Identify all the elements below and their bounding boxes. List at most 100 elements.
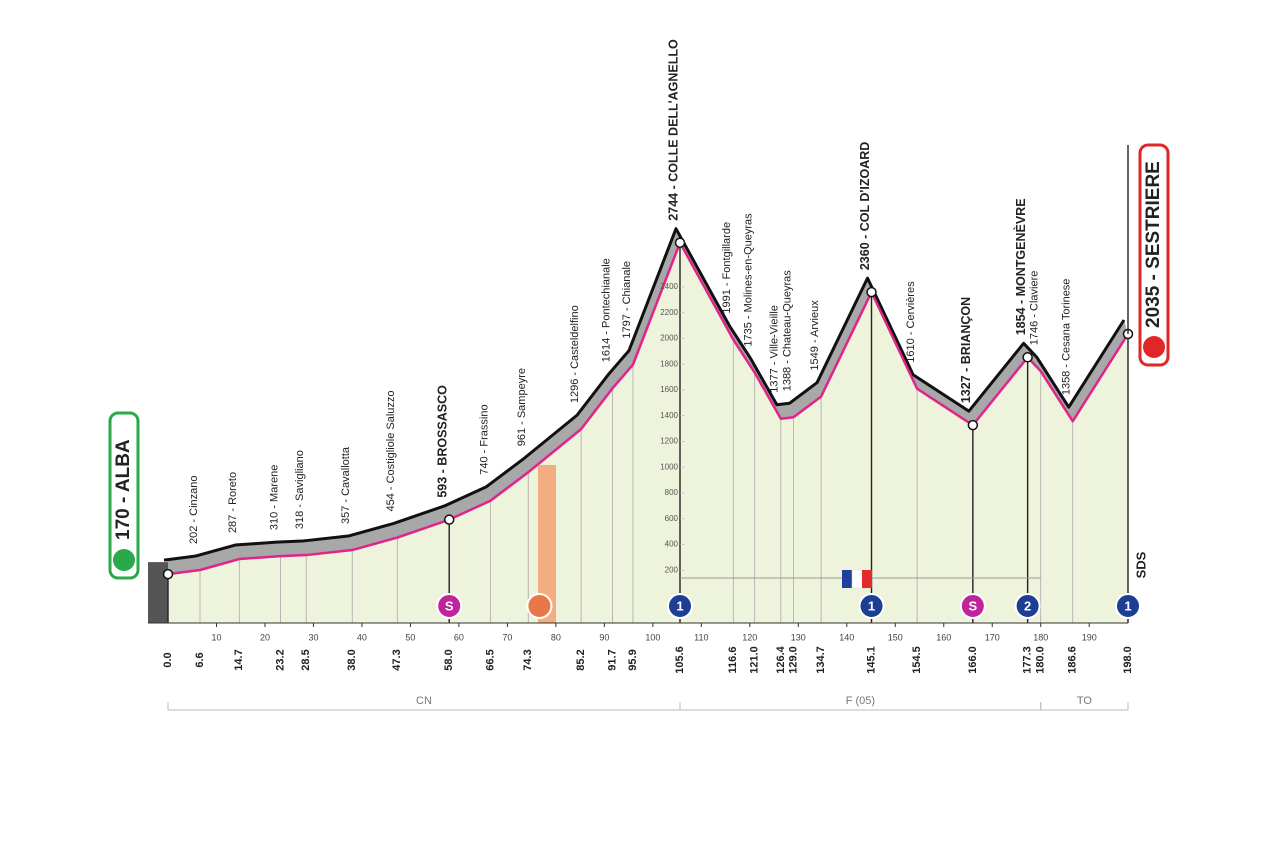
- waypoint-label: 1614 - Pontechianale: [601, 258, 613, 362]
- waypoint-marker: [967, 419, 979, 431]
- x-tick-label: 50: [405, 632, 415, 642]
- km-label: 186.6: [1067, 646, 1079, 674]
- waypoint-label: 1991 - Fontgillarde: [721, 222, 733, 314]
- x-tick-label: 110: [694, 632, 708, 642]
- waypoint-label: 1377 - Ville-Vieille: [769, 305, 781, 393]
- waypoint-label: 287 - Roreto: [227, 472, 239, 533]
- y-tick-label: 2400: [660, 282, 678, 291]
- badge-label: 1: [676, 598, 683, 613]
- waypoint-marker: [1022, 352, 1033, 363]
- km-label: 47.3: [391, 649, 403, 670]
- badge: [959, 593, 986, 619]
- y-tick-label: 1800: [660, 359, 678, 368]
- badge: [667, 593, 693, 619]
- waypoint-label: 1854 - MONTGENÈVRE: [1013, 198, 1028, 335]
- km-label: 116.6: [727, 647, 739, 674]
- x-tick-label: 180: [1033, 632, 1048, 642]
- km-label: 198.0: [1122, 646, 1134, 674]
- km-label: 177.3: [1022, 646, 1034, 674]
- km-label: 105.6: [674, 646, 686, 674]
- y-tick-label: 400: [665, 540, 679, 549]
- region-label: TO: [1077, 695, 1093, 707]
- waypoint-marker: [674, 237, 686, 248]
- profile-area: [168, 242, 1128, 623]
- profile-edge: [163, 227, 1126, 562]
- finish-label: 2035 - SESTRIERE: [1143, 161, 1164, 328]
- x-tick-label: 80: [551, 632, 561, 642]
- badge: [858, 593, 885, 619]
- km-label: 129.0: [787, 646, 799, 674]
- waypoint-label: 2744 - COLLE DELL'AGNELLO: [666, 39, 680, 221]
- waypoint-label: 1746 - Claviere: [1029, 271, 1041, 346]
- km-label: 166.0: [967, 646, 979, 674]
- flag-blue: [842, 570, 852, 588]
- waypoint-label: 1388 - Chateau-Queyras: [781, 270, 793, 392]
- waypoint-label: 740 - Frassino: [478, 404, 490, 474]
- badge-label: 1: [868, 598, 875, 613]
- waypoint-label: 1296 - Casteldelfino: [569, 305, 581, 403]
- x-tick-label: 100: [645, 632, 660, 642]
- waypoint-label: 2360 - COL D'IZOARD: [858, 142, 872, 270]
- x-tick-label: 120: [742, 632, 757, 642]
- waypoint-label: 1797 - Chianale: [621, 261, 633, 339]
- region-bracket: [1040, 702, 1129, 711]
- km-label: 74.3: [522, 649, 534, 670]
- km-label: 14.7: [233, 649, 245, 670]
- x-tick-label: 190: [1082, 632, 1097, 642]
- waypoint-marker: [162, 568, 174, 580]
- waypoint-label: 1610 - Cervières: [905, 281, 917, 363]
- km-label: 154.5: [911, 646, 923, 674]
- km-label: 28.5: [300, 649, 312, 670]
- waypoint-label: 1735 - Molines-en-Queyras: [743, 213, 755, 347]
- waypoint-label: 454 - Costigliole Saluzzo: [385, 390, 397, 511]
- x-tick-label: 10: [211, 632, 221, 642]
- start-icon: [113, 549, 135, 571]
- y-tick-label: 1400: [660, 411, 678, 420]
- km-label: 66.5: [484, 649, 496, 670]
- km-label: 126.4: [775, 645, 787, 673]
- km-label: 134.7: [815, 646, 827, 674]
- km-label: 121.0: [749, 646, 761, 674]
- km-label: 180.0: [1035, 646, 1047, 674]
- badge-label: 2: [1024, 598, 1031, 613]
- x-tick-label: 90: [599, 632, 609, 642]
- waypoint-label: 1549 - Arvieux: [809, 300, 821, 371]
- x-tick-label: 40: [357, 632, 367, 642]
- y-tick-label: 1000: [660, 462, 678, 471]
- region-label: CN: [416, 695, 432, 707]
- feed-zone: [538, 465, 556, 623]
- badge-label: 1: [1124, 598, 1131, 613]
- km-label: 6.6: [194, 652, 206, 667]
- km-label: 91.7: [607, 649, 619, 670]
- x-tick-label: 130: [791, 632, 806, 642]
- waypoint-label: 593 - BROSSASCO: [436, 385, 450, 498]
- waypoint-label: 310 - Marene: [268, 465, 280, 530]
- x-tick-label: 30: [308, 632, 318, 642]
- region-label: F (05): [846, 695, 875, 707]
- badge: [526, 593, 553, 619]
- flag-white: [851, 569, 863, 589]
- y-tick-label: 600: [665, 514, 679, 523]
- km-label: 95.9: [627, 649, 639, 670]
- waypoint-label: 318 - Savigliano: [294, 450, 306, 529]
- waypoint-label: 1358 - Cesana Torinese: [1061, 279, 1073, 396]
- start-block: [148, 562, 168, 623]
- y-tick-label: 1600: [660, 385, 678, 394]
- x-tick-label: 20: [260, 632, 270, 642]
- waypoint-marker: [443, 514, 455, 525]
- logo: SDS: [1133, 551, 1148, 578]
- x-tick-label: 170: [985, 632, 1000, 642]
- x-tick-label: 140: [839, 632, 854, 642]
- km-label: 23.2: [274, 649, 286, 670]
- finish-box: [1138, 143, 1170, 367]
- badge-label: S: [969, 598, 978, 613]
- badge: [436, 593, 463, 619]
- start-label: 170 - ALBA: [113, 439, 134, 540]
- x-tick-label: 60: [454, 632, 464, 642]
- profile-line: [167, 241, 1130, 576]
- waypoint-label: 961 - Sampeyre: [516, 368, 528, 446]
- y-tick-label: 1200: [660, 437, 678, 446]
- km-label: 85.2: [575, 649, 587, 670]
